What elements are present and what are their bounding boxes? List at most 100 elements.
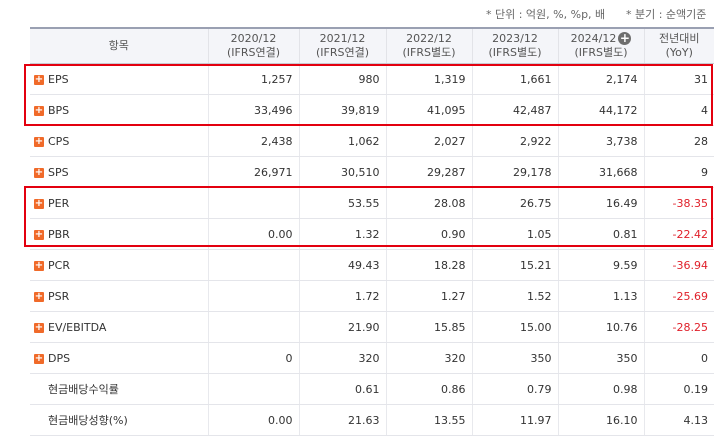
row-label: BPS bbox=[48, 103, 70, 117]
value-cell: 26.75 bbox=[471, 187, 558, 219]
yoy-title: 전년대비 bbox=[659, 32, 700, 45]
yoy-cell: -28.25 bbox=[643, 311, 714, 343]
value-cell: 26,971 bbox=[207, 156, 299, 188]
header-period: 2023/12 (IFRS별도) bbox=[471, 27, 558, 64]
value-cell: 1,319 bbox=[385, 63, 472, 95]
value-cell: 320 bbox=[298, 342, 386, 374]
value-cell: 33,496 bbox=[207, 94, 299, 126]
row-label-cell[interactable]: + DPS bbox=[30, 342, 208, 374]
value-cell: 16.49 bbox=[557, 187, 644, 219]
row-label: PSR bbox=[48, 289, 70, 303]
value-cell: 21.90 bbox=[298, 311, 386, 343]
value-cell: 1.72 bbox=[298, 280, 386, 312]
table-row: + BPS 33,496 39,819 41,095 42,487 44,172 4 bbox=[30, 94, 714, 126]
value-cell: 15.00 bbox=[471, 311, 558, 343]
yoy-subtitle: (YoY) bbox=[665, 46, 693, 59]
value-cell: 0.90 bbox=[385, 218, 472, 250]
yoy-cell: 4.13 bbox=[643, 404, 714, 436]
value-cell: 1.05 bbox=[471, 218, 558, 250]
value-cell: 30,510 bbox=[298, 156, 386, 188]
value-cell: 2,174 bbox=[557, 63, 644, 95]
value-cell: 15.21 bbox=[471, 249, 558, 281]
row-label: DPS bbox=[48, 351, 71, 365]
row-label: 현금배당성향(%) bbox=[48, 414, 128, 427]
value-cell: 0.81 bbox=[557, 218, 644, 250]
expand-plus-icon[interactable]: + bbox=[34, 228, 44, 240]
period-standard: (IFRS연결) bbox=[315, 46, 370, 59]
expand-plus-icon[interactable]: + bbox=[34, 197, 44, 209]
table-row: + PSR 1.72 1.27 1.52 1.13 -25.69 bbox=[30, 280, 714, 312]
value-cell: 1,257 bbox=[207, 63, 299, 95]
value-cell: 1.32 bbox=[298, 218, 386, 250]
period-standard: (IFRS별도) bbox=[402, 46, 456, 59]
value-cell: 3,738 bbox=[557, 125, 644, 157]
header-item: 항목 bbox=[30, 27, 208, 64]
value-cell: 41,095 bbox=[385, 94, 472, 126]
value-cell: 39,819 bbox=[298, 94, 386, 126]
yoy-cell: -25.69 bbox=[643, 280, 714, 312]
expand-plus-icon[interactable]: + bbox=[34, 135, 44, 147]
period-year: 2024/12 bbox=[570, 32, 617, 45]
value-cell: 980 bbox=[298, 63, 386, 95]
yoy-cell: 0.19 bbox=[643, 373, 714, 405]
row-label-cell[interactable]: + PER bbox=[30, 187, 208, 219]
value-cell: 1.27 bbox=[385, 280, 472, 312]
value-cell: 13.55 bbox=[385, 404, 472, 436]
row-label: CPS bbox=[48, 134, 70, 148]
value-cell: 2,027 bbox=[385, 125, 472, 157]
table-row: 현금배당수익률 0.61 0.86 0.79 0.98 0.19 bbox=[30, 373, 714, 405]
row-label-cell[interactable]: + PCR bbox=[30, 249, 208, 281]
value-cell: 10.76 bbox=[557, 311, 644, 343]
value-cell: 1,661 bbox=[471, 63, 558, 95]
row-label-cell[interactable]: + CPS bbox=[30, 125, 208, 157]
yoy-cell: 9 bbox=[643, 156, 714, 188]
yoy-cell: -36.94 bbox=[643, 249, 714, 281]
period-standard: (IFRS연결) bbox=[226, 46, 281, 59]
expand-plus-icon[interactable]: + bbox=[34, 166, 44, 178]
value-cell bbox=[207, 249, 299, 281]
yoy-cell: -22.42 bbox=[643, 218, 714, 250]
expand-plus-icon[interactable]: + bbox=[34, 73, 44, 85]
row-label: EPS bbox=[48, 72, 69, 86]
row-label: EV/EBITDA bbox=[48, 320, 107, 334]
value-cell: 31,668 bbox=[557, 156, 644, 188]
value-cell: 0.79 bbox=[471, 373, 558, 405]
period-standard: (IFRS별도) bbox=[574, 46, 628, 59]
row-label-cell[interactable]: + EPS bbox=[30, 63, 208, 95]
row-label: PBR bbox=[48, 227, 70, 241]
header-period: 2024/12 + (IFRS별도) bbox=[557, 27, 644, 64]
row-label-cell[interactable]: + BPS bbox=[30, 94, 208, 126]
header-period: 2022/12 (IFRS별도) bbox=[385, 27, 472, 64]
value-cell: 9.59 bbox=[557, 249, 644, 281]
expand-plus-icon[interactable]: + bbox=[34, 104, 44, 116]
expand-plus-icon[interactable]: + bbox=[34, 352, 44, 364]
value-cell: 0 bbox=[207, 342, 299, 374]
row-label: 현금배당수익률 bbox=[48, 383, 119, 396]
expand-plus-icon[interactable]: + bbox=[34, 259, 44, 271]
row-label-cell: 현금배당성향(%) bbox=[30, 404, 208, 436]
table-row: + PBR 0.00 1.32 0.90 1.05 0.81 -22.42 bbox=[30, 218, 714, 250]
row-label-cell: 현금배당수익률 bbox=[30, 373, 208, 405]
period-year: 2020/12 bbox=[230, 32, 277, 45]
value-cell: 49.43 bbox=[298, 249, 386, 281]
row-label: PCR bbox=[48, 258, 70, 272]
period-standard: (IFRS별도) bbox=[488, 46, 542, 59]
value-cell: 16.10 bbox=[557, 404, 644, 436]
period-year: 2022/12 bbox=[406, 32, 452, 45]
header-period: 2021/12 (IFRS연결) bbox=[298, 27, 386, 64]
value-cell: 44,172 bbox=[557, 94, 644, 126]
row-label-cell[interactable]: + PBR bbox=[30, 218, 208, 250]
row-label-cell[interactable]: + EV/EBITDA bbox=[30, 311, 208, 343]
value-cell: 0.00 bbox=[207, 218, 299, 250]
value-cell: 350 bbox=[471, 342, 558, 374]
expand-plus-icon[interactable]: + bbox=[34, 290, 44, 302]
yoy-cell: 31 bbox=[643, 63, 714, 95]
expand-plus-icon[interactable]: + bbox=[34, 321, 44, 333]
plus-circle-icon[interactable]: + bbox=[618, 31, 632, 45]
row-label-cell[interactable]: + PSR bbox=[30, 280, 208, 312]
header-period: 2020/12 (IFRS연결) bbox=[207, 27, 299, 64]
value-cell: 42,487 bbox=[471, 94, 558, 126]
row-label-cell[interactable]: + SPS bbox=[30, 156, 208, 188]
value-cell: 0.86 bbox=[385, 373, 472, 405]
yoy-cell: 28 bbox=[643, 125, 714, 157]
